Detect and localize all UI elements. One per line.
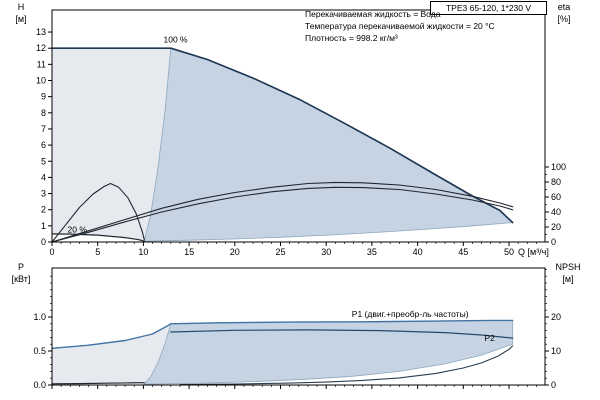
band-power-range-left — [52, 323, 171, 385]
band-npsh-cutout — [180, 345, 513, 385]
npsh-axis-unit: [м] — [562, 273, 574, 284]
x-tick-label: 30 — [321, 247, 331, 257]
h-tick-label: 6 — [41, 140, 46, 150]
x-tick-label: 50 — [504, 247, 514, 257]
operating-conditions: Перекачиваемая жидкость = Вода Температу… — [305, 9, 495, 44]
eta-tick-label: 100 — [551, 162, 566, 172]
curve-qh-20pct — [51, 233, 145, 242]
p-tick-label: 0.5 — [33, 346, 46, 356]
p-axis-header: P [кВт] — [0, 262, 42, 285]
h-tick-label: 7 — [41, 124, 46, 134]
h-tick-label: 1 — [41, 221, 46, 231]
label-p1-label: P1 (двиг.+преобр-ль частоты) — [352, 309, 469, 319]
h-tick-label: 4 — [41, 172, 46, 182]
eta-tick-label: 60 — [551, 192, 561, 202]
npsh-axis-symbol: NPSH — [555, 262, 581, 272]
curve-p-20pct — [51, 382, 145, 385]
h-tick-label: 12 — [36, 43, 46, 53]
p-axis-symbol: P — [17, 262, 24, 272]
curve-npsh — [179, 345, 514, 386]
x-tick-label: 10 — [138, 247, 148, 257]
eta-tick-label: 0 — [551, 237, 556, 247]
eta-axis-unit: [%] — [557, 13, 571, 24]
label-speed-20: 20 % — [68, 225, 88, 235]
npsh-tick-label: 0 — [551, 380, 556, 390]
h-tick-label: 5 — [41, 156, 46, 166]
band-speed-range-left — [52, 48, 171, 242]
x-tick-label: 20 — [230, 247, 240, 257]
eta-tick-label: 40 — [551, 207, 561, 217]
h-tick-label: 2 — [41, 205, 46, 215]
h-tick-label: 9 — [41, 92, 46, 102]
npsh-axis-header: NPSH [м] — [542, 262, 594, 285]
x-tick-label: 15 — [184, 247, 194, 257]
h-tick-label: 11 — [37, 59, 46, 69]
x-tick-label: 45 — [458, 247, 468, 257]
x-tick-label: 0 — [49, 247, 54, 257]
curve-p2-max — [170, 329, 514, 339]
curve-p1-max — [51, 319, 514, 349]
eta-axis-header: eta [%] — [544, 2, 584, 25]
x-tick-label: 40 — [413, 247, 423, 257]
pump-model-title: TPE3 65-120, 1*230 V — [430, 1, 547, 15]
p-axis-unit: [кВт] — [11, 273, 31, 284]
h-axis-header: H [м] — [2, 2, 40, 25]
x-tick-label: 35 — [367, 247, 377, 257]
h-tick-label: 8 — [41, 108, 46, 118]
h-tick-label: 10 — [36, 76, 46, 86]
h-axis-symbol: H — [17, 2, 25, 12]
eta-tick-label: 20 — [551, 222, 561, 232]
eta-tick-label: 80 — [551, 177, 561, 187]
label-p2-label: P2 — [484, 333, 495, 343]
eta-axis-symbol: eta — [557, 2, 571, 12]
p-tick-label: 0.0 — [33, 380, 46, 390]
h-tick-label: 13 — [36, 27, 46, 37]
h-axis-unit: [м] — [15, 13, 27, 24]
condition-density: Плотность = 998.2 кг/м³ — [305, 32, 398, 43]
x-axis-unit: Q [м³/ч] — [518, 247, 549, 257]
label-speed-100: 100 % — [164, 35, 189, 45]
p-tick-label: 1.0 — [33, 312, 46, 322]
condition-liquid: Перекачиваемая жидкость = Вода — [305, 9, 441, 19]
npsh-tick-label: 20 — [551, 312, 561, 322]
curve-eta-20pct — [51, 182, 145, 243]
x-tick-label: 5 — [95, 247, 100, 257]
npsh-tick-label: 10 — [551, 346, 561, 356]
x-tick-label: 25 — [275, 247, 285, 257]
condition-temperature: Температура перекачиваемой жидкости = 20… — [305, 20, 495, 31]
band-duty-range — [143, 47, 514, 242]
h-tick-label: 0 — [41, 237, 46, 247]
h-tick-label: 3 — [41, 189, 46, 199]
